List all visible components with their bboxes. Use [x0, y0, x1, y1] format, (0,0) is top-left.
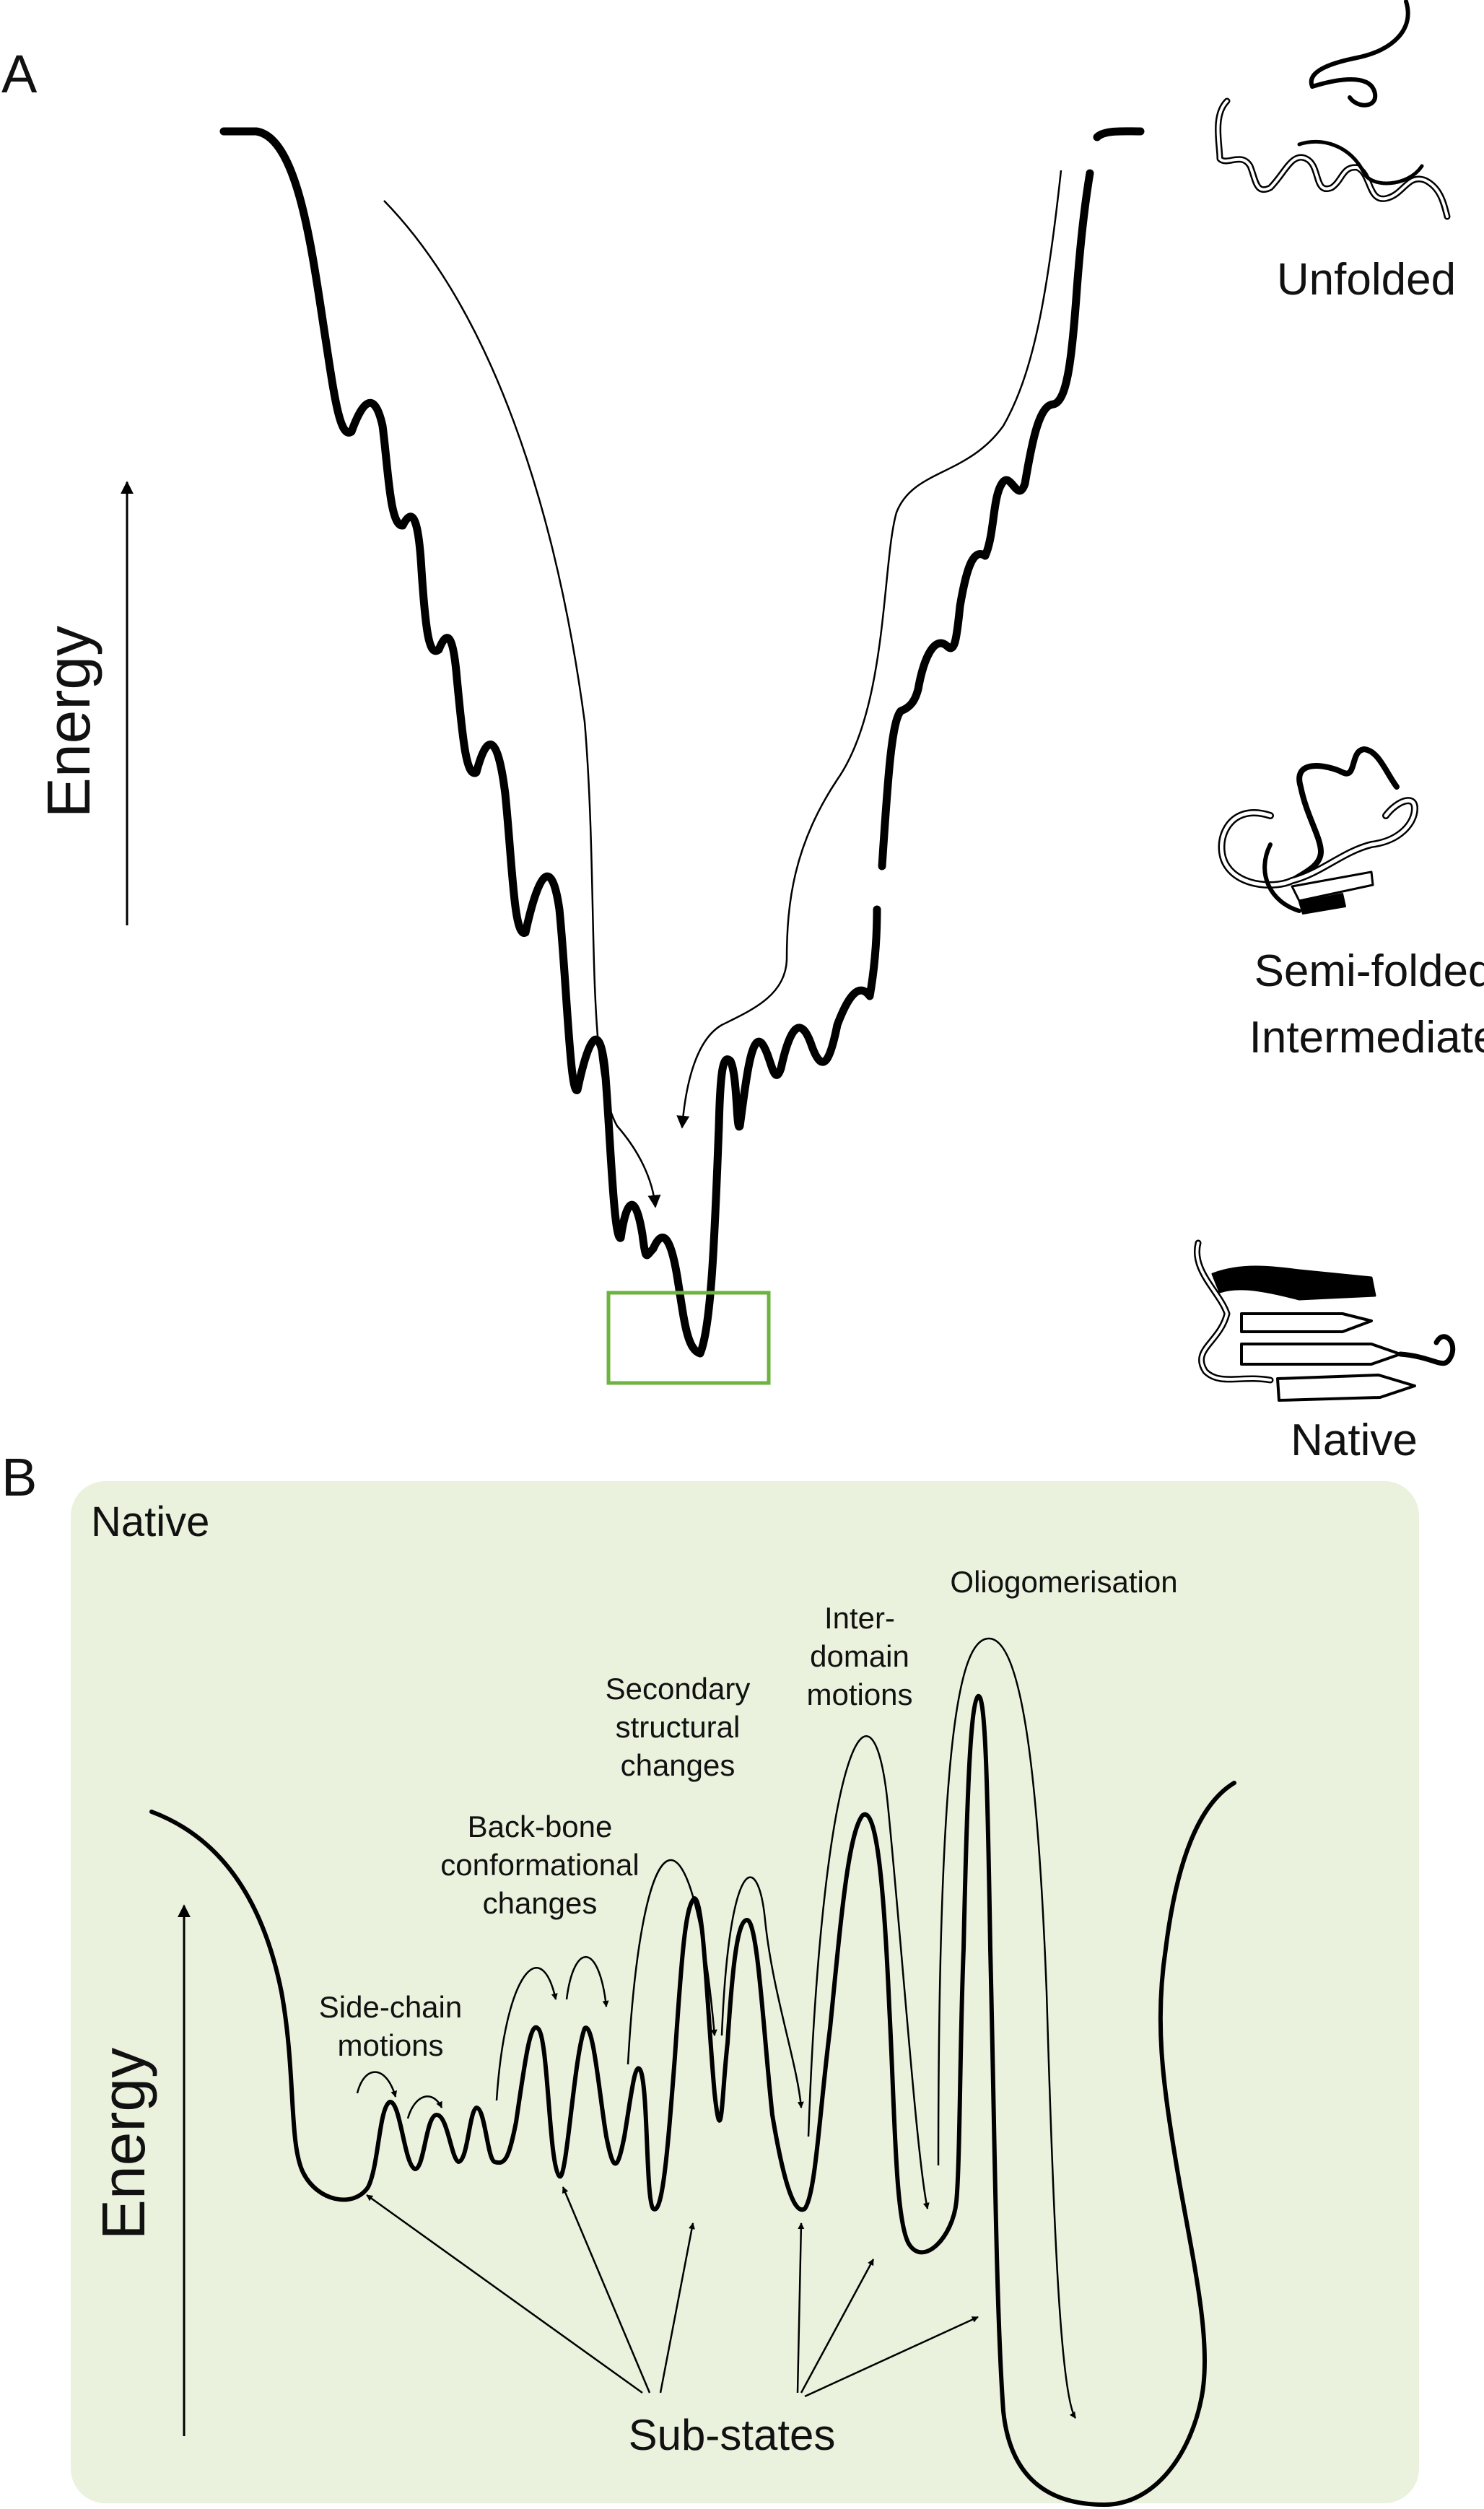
panel-a-letter: A [1, 44, 38, 104]
native-state-background [71, 1481, 1419, 2503]
side-chain-arrow-1 [356, 2071, 398, 2098]
secondary-arrow-1 [627, 1859, 717, 2065]
substate-transition-arrows [356, 1637, 1077, 2419]
folding-pathway-left-arrow [383, 200, 661, 1208]
native-basin-highlight-box [606, 1291, 771, 1385]
folding-pathway-right-arrow [676, 170, 1062, 1129]
oligomerisation-arrow [937, 1637, 1077, 2419]
substate-pointer-2 [562, 2186, 651, 2394]
secondary-arrow-2 [720, 1876, 804, 2108]
intermediate-label-line1: Semi-folded [1254, 946, 1484, 996]
oligomerisation-label: Oliogomerisation [950, 1565, 1177, 1599]
substate-pointer-5 [800, 2259, 875, 2394]
panel-a: A Energy Unfolded Semi-folded [1, 0, 1484, 1465]
substate-pointer-6 [804, 2316, 979, 2398]
native-substate-landscape [149, 1694, 1236, 2507]
substate-pointer-4 [796, 2222, 805, 2394]
backbone-arrow-2 [565, 1956, 609, 2007]
substates-label: Sub-states [629, 2411, 836, 2459]
secondary-label-line1: Secondary [606, 1672, 751, 1706]
panel-a-energy-axis-label: Energy [35, 626, 102, 818]
substate-pointer-arrows [366, 2186, 979, 2398]
backbone-label-line3: changes [483, 1886, 598, 1920]
panel-b: B Native Energy Side-cha [1, 1447, 1419, 2507]
backbone-label-line2: conformational [440, 1848, 639, 1882]
unfolded-protein-icon [1215, 0, 1451, 220]
substate-pointer-1 [366, 2194, 643, 2394]
folding-funnel-left-wall [219, 127, 704, 1358]
side-chain-label-line2: motions [337, 2028, 443, 2062]
side-chain-label-line1: Side-chain [319, 1990, 462, 2024]
unfolded-label: Unfolded [1277, 255, 1456, 305]
secondary-label-line2: structural [616, 1710, 741, 1744]
folding-funnel-right-wall [696, 127, 1145, 1358]
native-label: Native [1291, 1415, 1418, 1465]
native-protein-icon [1193, 1239, 1456, 1402]
panel-b-letter: B [1, 1447, 37, 1507]
secondary-label-line3: changes [621, 1748, 736, 1782]
intermediate-label-line2: Intermediate [1249, 1013, 1484, 1062]
backbone-arrow-1 [495, 1967, 558, 2101]
interdomain-label-line2: domain [810, 1639, 909, 1673]
intermediate-protein-icon [1218, 746, 1418, 915]
panel-b-title: Native [91, 1498, 209, 1545]
backbone-label-line1: Back-bone [468, 1810, 613, 1843]
side-chain-arrow-2 [406, 2095, 443, 2119]
interdomain-label-line3: motions [806, 1677, 912, 1711]
interdomain-arrow [807, 1735, 930, 2209]
panel-b-energy-axis-label: Energy [90, 2048, 157, 2240]
substate-pointer-3 [659, 2222, 695, 2394]
interdomain-label-line1: Inter- [824, 1601, 895, 1635]
